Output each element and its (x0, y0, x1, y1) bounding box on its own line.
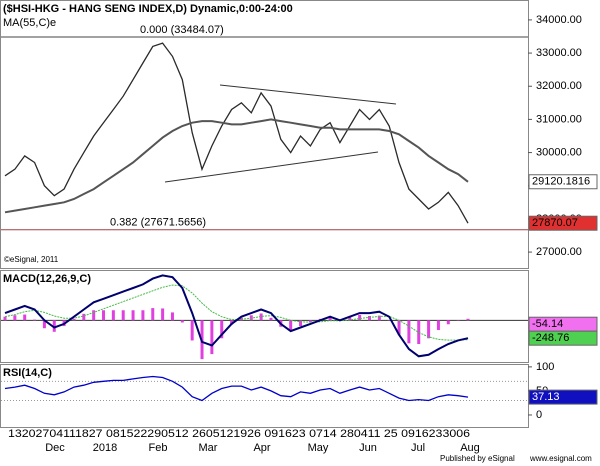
price-panel (0, 0, 529, 269)
histogram-bar (299, 320, 303, 327)
histogram-bar (220, 320, 224, 339)
y-tick-label: 100 (536, 361, 554, 373)
rsi-title: RSI(14,C) (3, 367, 52, 379)
histogram-bar (170, 312, 174, 321)
macd-title: MACD(12,26,9,C) (3, 273, 91, 285)
histogram-bar (42, 320, 46, 329)
series-line (4, 118, 469, 214)
y-tick-label: 0 (536, 409, 542, 421)
month-label: Dec (45, 442, 65, 454)
month-label: Apr (253, 442, 270, 454)
month-label: 2018 (93, 442, 117, 454)
histogram-bar (190, 320, 194, 341)
histogram-bar (377, 315, 381, 321)
histogram-bar (102, 310, 106, 321)
histogram-bar (358, 314, 362, 321)
histogram-bar (427, 320, 431, 339)
site: www.esignal.com (529, 454, 592, 463)
histogram-bar (131, 310, 135, 321)
histogram-bar (92, 310, 96, 321)
histogram-bar (446, 320, 450, 325)
y-tick-label: 34000.00 (536, 14, 582, 26)
histogram-bar (82, 313, 86, 321)
ma-label: MA(55,C)e (3, 17, 56, 29)
histogram-bar (151, 308, 155, 321)
value-box (528, 389, 598, 405)
histogram-bar (230, 320, 234, 325)
value-box-label: 29120.1816 (532, 176, 590, 188)
y-tick-label: 32000.00 (536, 80, 582, 92)
y-tick-label: 33000.00 (536, 47, 582, 59)
histogram-bar (52, 320, 56, 332)
value-box-label: 27870.07 (532, 217, 578, 229)
histogram-bar (180, 320, 184, 323)
value-box (528, 330, 598, 346)
histogram-bar (161, 308, 165, 321)
histogram-bar (466, 318, 470, 321)
histogram-bar (407, 320, 411, 344)
value-box-label: -248.76 (532, 332, 569, 344)
histogram-bar (259, 313, 263, 321)
y-tick-label: 30000.00 (536, 146, 582, 158)
month-label: Aug (460, 442, 480, 454)
value-box (528, 215, 598, 231)
histogram-bar (111, 310, 115, 321)
series-line (4, 274, 469, 358)
histogram-bar (367, 316, 371, 321)
y-tick-label: 27000.00 (536, 246, 582, 258)
value-box-label: 37.13 (532, 391, 560, 403)
y-tick-label: 31000.00 (536, 113, 582, 125)
month-label: Jun (359, 442, 377, 454)
month-label: Feb (149, 442, 168, 454)
histogram-bar (3, 316, 7, 321)
histogram-bar (13, 315, 17, 321)
histogram-bar (397, 320, 401, 335)
price-title: ($HSI-HKG - HANG SENG INDEX,D) Dynamic,0… (3, 3, 293, 15)
histogram-bar (141, 310, 145, 321)
level-label: 0.000 (33484.07) (140, 24, 224, 36)
histogram-bar (308, 320, 312, 323)
histogram-bar (436, 320, 440, 331)
histogram-bar (121, 310, 125, 321)
publisher: Published by eSignal (440, 454, 515, 463)
histogram-bar (72, 318, 76, 321)
level-label: 0.382 (27671.5656) (110, 217, 206, 229)
histogram-bar (328, 316, 332, 321)
histogram-bar (417, 320, 421, 345)
value-box-label: -54.14 (532, 318, 563, 330)
value-box (528, 174, 598, 190)
histogram-bar (33, 319, 37, 321)
month-label: Jul (411, 442, 425, 454)
month-label: Mar (199, 442, 218, 454)
macd-panel (0, 270, 529, 363)
credit: ©eSignal, 2011 (4, 255, 59, 264)
triangle-lower (164, 151, 379, 183)
histogram-bar (289, 320, 293, 332)
month-label: May (308, 442, 329, 454)
series-line (4, 375, 469, 402)
day-labels: 13202704111827 081522290512 2605121926 0… (8, 428, 470, 440)
histogram-bar (23, 314, 27, 321)
triangle-upper (219, 84, 397, 105)
histogram-bar (348, 317, 352, 321)
histogram-bar (210, 320, 214, 355)
histogram-bar (269, 317, 273, 321)
